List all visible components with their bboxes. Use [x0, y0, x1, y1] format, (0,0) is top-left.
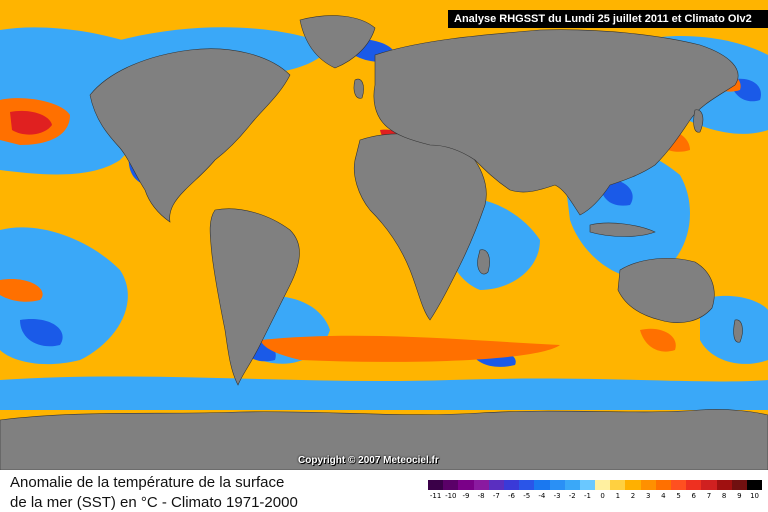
legend-swatch [428, 480, 444, 490]
legend-swatch [716, 480, 732, 490]
legend-swatch [610, 480, 626, 490]
map-header-title: Analyse RHGSST du Lundi 25 juillet 2011 … [448, 10, 768, 28]
legend-label: 10 [750, 492, 759, 500]
indonesia [589, 222, 656, 237]
legend-swatch [549, 480, 565, 490]
legend-swatch [458, 480, 474, 490]
legend-label: 8 [721, 492, 727, 500]
legend-label: -6 [508, 492, 516, 500]
legend-label: -2 [568, 492, 576, 500]
legend-swatch [671, 480, 687, 490]
legend-swatch [503, 480, 520, 490]
copyright-notice: Copyright © 2007 Meteociel.fr [298, 455, 439, 466]
legend-label: 5 [676, 492, 681, 500]
caption-line-1: Anomalie de la température de la surface [10, 474, 285, 491]
legend-swatch [519, 480, 535, 490]
legend-label: -3 [553, 492, 561, 500]
legend-label: -7 [492, 492, 500, 500]
eurasia [373, 29, 739, 216]
legend-label: -5 [523, 492, 531, 500]
legend-label: 6 [691, 492, 697, 500]
new-zealand [733, 319, 743, 343]
legend-label: 4 [661, 492, 666, 500]
legend-swatch [701, 480, 717, 490]
legend-label: 1 [615, 492, 621, 500]
legend-color-bar [428, 480, 763, 490]
legend-label: -10 [445, 492, 457, 500]
legend-swatch [473, 480, 489, 490]
legend-label: -4 [538, 492, 546, 500]
legend-label: -11 [429, 492, 442, 500]
legend-swatch [640, 480, 656, 490]
legend-swatch [731, 480, 747, 490]
color-legend: -11 -10 -9 -8 -7 -6 -5 -4 -3 -2 -1 0 1 2 3 4 5 6 7 8 9 10 [428, 480, 763, 508]
legend-swatch [746, 480, 763, 490]
uk [353, 78, 364, 99]
australia [617, 257, 715, 323]
legend-swatch [564, 480, 580, 490]
madagascar [477, 249, 490, 275]
legend-swatch [625, 480, 641, 490]
legend-swatch [579, 480, 596, 490]
legend-swatch [443, 480, 459, 490]
japan [693, 109, 704, 133]
legend-label: -8 [477, 492, 485, 500]
south-america [209, 208, 300, 386]
north-america [89, 48, 291, 223]
legend-label: 0 [600, 492, 605, 500]
legend-label: 3 [645, 492, 651, 500]
legend-label: 7 [706, 492, 712, 500]
sst-anomaly-map [0, 0, 768, 470]
legend-label: 9 [737, 492, 742, 500]
landmasses [0, 15, 768, 470]
legend-swatch [534, 480, 550, 490]
antarctica [0, 409, 768, 470]
legend-swatch [488, 480, 504, 490]
legend-swatch [655, 480, 671, 490]
greenland [299, 15, 376, 69]
footer: Anomalie de la température de la surface… [0, 470, 768, 512]
legend-swatch [686, 480, 702, 490]
legend-labels: -11 -10 -9 -8 -7 -6 -5 -4 -3 -2 -1 0 1 2 3 4 5 6 7 8 9 10 [428, 492, 762, 500]
legend-label: 2 [630, 492, 636, 500]
legend-label: -9 [462, 492, 470, 500]
caption-line-2: de la mer (SST) en °C - Climato 1971-200… [10, 494, 298, 511]
legend-swatch [595, 480, 611, 490]
legend-label: -1 [583, 492, 591, 500]
